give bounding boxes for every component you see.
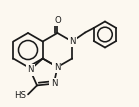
- Text: HS: HS: [14, 91, 26, 100]
- Text: N: N: [54, 62, 60, 71]
- Text: N: N: [51, 79, 57, 88]
- Text: O: O: [54, 16, 61, 25]
- Text: N: N: [69, 37, 76, 46]
- Text: N: N: [27, 65, 33, 74]
